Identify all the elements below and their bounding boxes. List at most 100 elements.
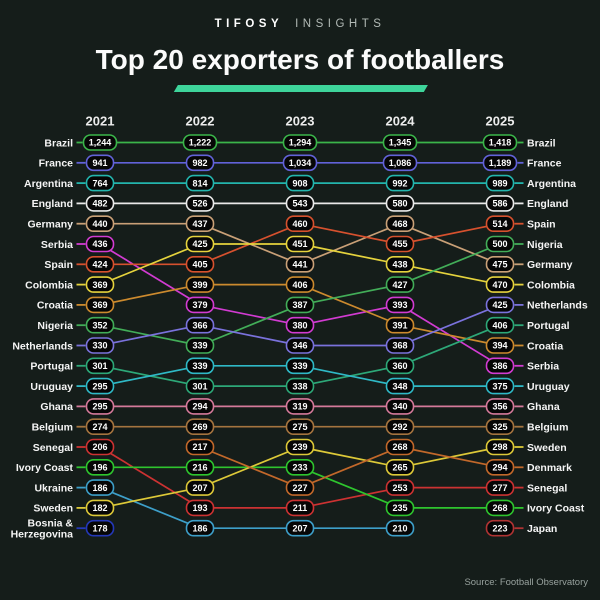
value-box	[485, 479, 515, 496]
value-node-sweden-2024: 265	[385, 458, 415, 476]
value-box	[385, 255, 415, 273]
value-box	[185, 458, 215, 476]
value-label: 265	[392, 463, 407, 473]
value-box	[385, 438, 415, 456]
value-node-england-2021: 482	[85, 195, 115, 212]
value-box	[285, 458, 315, 476]
value-label: 216	[192, 463, 207, 473]
value-box	[185, 296, 215, 314]
value-box	[385, 276, 415, 293]
value-label: 295	[92, 402, 107, 412]
value-node-belgium-2022: 269	[185, 418, 215, 436]
value-box	[485, 458, 515, 476]
value-label: 207	[192, 483, 207, 493]
value-label: 338	[292, 381, 307, 391]
value-label: 386	[492, 361, 507, 371]
value-box	[385, 215, 415, 232]
value-box	[285, 235, 315, 253]
value-label: 239	[292, 442, 307, 452]
value-label: 543	[292, 199, 307, 209]
series-line-senegal	[99, 446, 501, 509]
value-label: 438	[392, 260, 407, 270]
value-box	[185, 255, 215, 273]
country-label-right-japan: Japan	[527, 523, 557, 535]
value-box	[185, 377, 215, 395]
value-label: 455	[392, 239, 407, 249]
value-box	[285, 337, 315, 354]
country-label-left-ukraine: Ukraine	[34, 482, 73, 494]
country-label-left-bosnia-herzegovina: Bosnia & Herzegovina	[11, 517, 74, 540]
value-box	[485, 337, 515, 354]
country-label-right-brazil: Brazil	[527, 137, 556, 149]
value-node-france-2022: 982	[185, 154, 215, 172]
value-label: 235	[392, 503, 407, 513]
value-label: 482	[92, 199, 107, 209]
value-label: 227	[292, 483, 307, 493]
value-box	[85, 398, 115, 415]
value-label: 1,034	[289, 158, 312, 168]
value-box	[382, 134, 418, 151]
value-box	[485, 357, 515, 375]
value-box	[85, 418, 115, 436]
value-node-brazil-2022: 1,222	[182, 134, 218, 151]
value-node-denmark-2023: 227	[285, 479, 315, 496]
value-label: 217	[192, 442, 207, 452]
value-node-germany-2025: 475	[485, 255, 515, 273]
value-label: 346	[292, 341, 307, 351]
series-line-sweden	[99, 446, 501, 509]
year-header-2023: 2023	[286, 114, 315, 129]
country-label-right-portugal: Portugal	[527, 320, 570, 332]
value-label: 468	[392, 219, 407, 229]
value-box	[285, 377, 315, 395]
value-node-belgium-2024: 292	[385, 418, 415, 436]
value-node-argentina-2023: 908	[285, 174, 315, 192]
value-node-ukraine-2023: 207	[285, 519, 315, 537]
value-box	[285, 438, 315, 456]
value-label: 1,294	[289, 138, 312, 148]
value-box	[385, 519, 415, 537]
value-box	[285, 357, 315, 375]
value-node-sweden-2025: 298	[485, 438, 515, 456]
value-label: 178	[92, 523, 107, 533]
value-node-uruguay-2025: 375	[485, 377, 515, 395]
value-box	[85, 316, 115, 334]
value-label: 193	[192, 503, 207, 513]
value-box	[285, 479, 315, 496]
value-label: 356	[492, 402, 507, 412]
value-node-denmark-2024: 268	[385, 438, 415, 456]
value-node-serbia-2023: 380	[285, 316, 315, 334]
value-box	[185, 215, 215, 232]
value-label: 514	[492, 219, 507, 229]
country-label-right-serbia: Serbia	[527, 361, 559, 373]
value-node-argentina-2025: 989	[485, 174, 515, 192]
country-label-right-senegal: Senegal	[527, 482, 567, 494]
value-label: 989	[492, 178, 507, 188]
country-label-right-denmark: Denmark	[527, 462, 572, 474]
country-label-right-argentina: Argentina	[527, 178, 576, 190]
value-node-brazil-2021: 1,244	[82, 134, 118, 151]
country-label-left-france: France	[39, 158, 74, 170]
value-node-ghana-2025: 356	[485, 398, 515, 415]
value-box	[482, 134, 518, 151]
value-label: 992	[392, 178, 407, 188]
value-node-ivory-coast-2023: 233	[285, 458, 315, 476]
value-node-sweden-2022: 207	[185, 479, 215, 496]
value-node-germany-2021: 440	[85, 215, 115, 232]
value-box	[385, 458, 415, 476]
country-label-left-brazil: Brazil	[44, 137, 73, 149]
value-label: 325	[492, 422, 507, 432]
value-node-sweden-2021: 182	[85, 499, 115, 517]
value-label: 211	[293, 503, 308, 513]
value-label: 268	[392, 442, 407, 452]
value-box	[485, 276, 515, 293]
value-label: 339	[192, 361, 207, 371]
value-node-senegal-2022: 193	[185, 499, 215, 517]
page-title: Top 20 exporters of footballers	[95, 44, 505, 75]
value-box	[385, 337, 415, 354]
value-node-portugal-2022: 301	[185, 377, 215, 395]
year-header-2021: 2021	[86, 114, 115, 129]
value-box	[485, 195, 515, 212]
value-node-belgium-2025: 325	[485, 418, 515, 436]
value-box	[85, 235, 115, 253]
value-box	[285, 255, 315, 273]
